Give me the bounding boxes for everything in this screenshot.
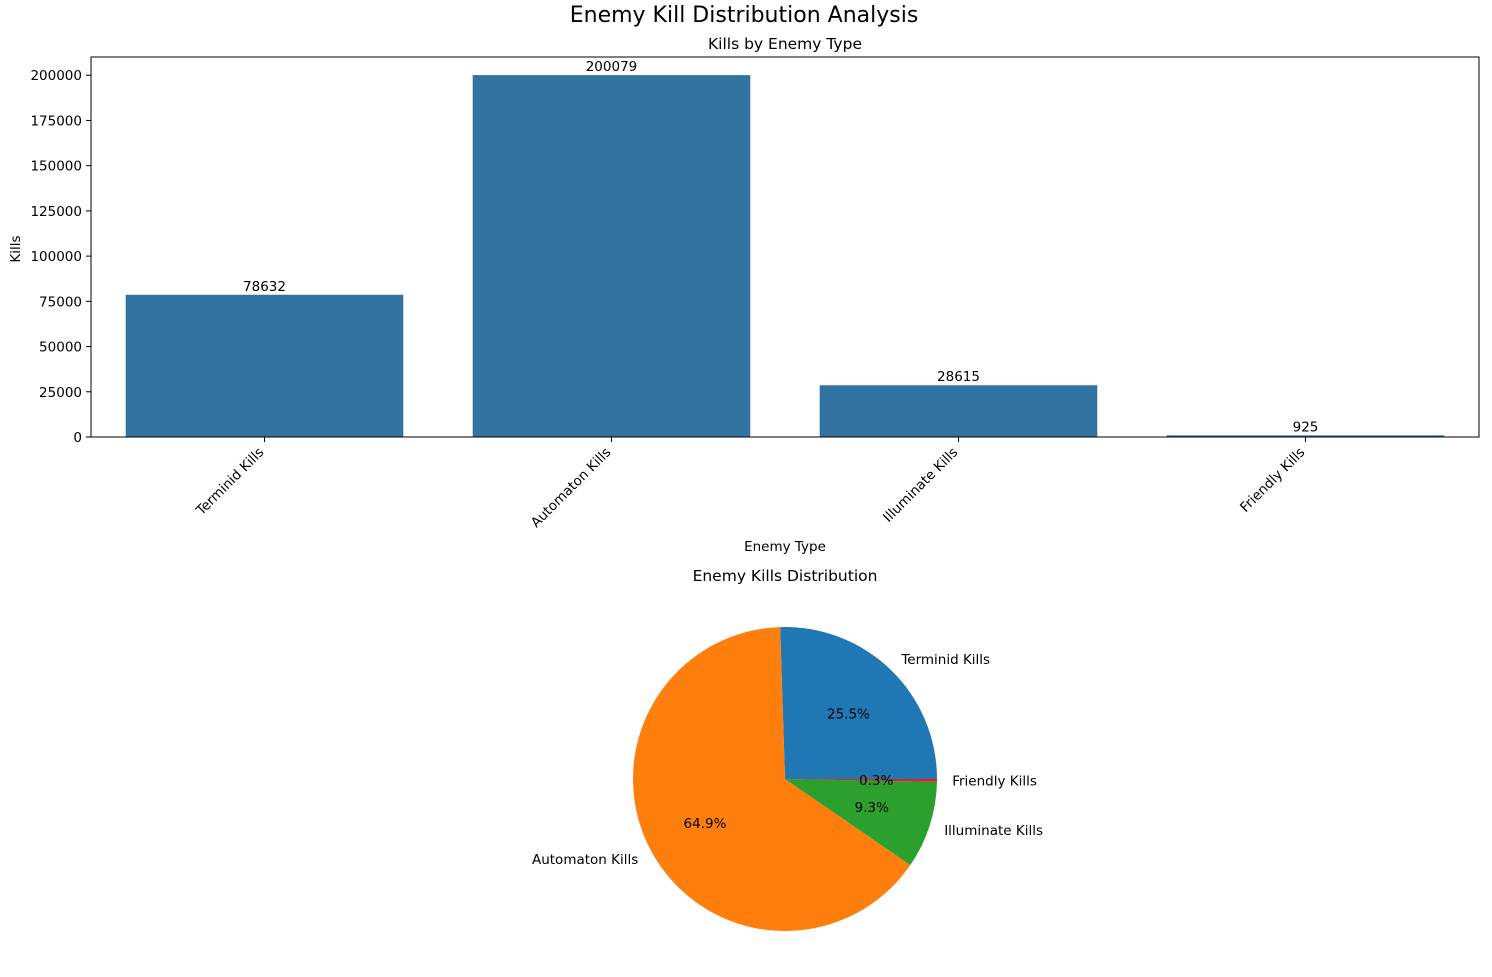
pie-slice (780, 627, 937, 779)
bar-value-label: 925 (1293, 419, 1319, 435)
bar-value-label: 200079 (586, 59, 638, 75)
y-tick-label: 100000 (30, 249, 82, 265)
pie-chart: Enemy Kills Distribution Terminid Kills 2… (532, 567, 1043, 932)
y-tick-label: 150000 (30, 159, 82, 175)
y-tick-label: 50000 (39, 340, 82, 356)
bars (125, 75, 1445, 437)
pie-slice-label: Terminid Kills (900, 652, 990, 668)
bar (1166, 435, 1445, 437)
bar (125, 294, 404, 437)
y-tick-label: 175000 (30, 113, 82, 129)
x-axis-label: Enemy Type (744, 539, 826, 555)
bar-value-labels: 78632 200079 28615 925 (243, 59, 1318, 435)
x-tick-label: Illuminate Kills (880, 445, 961, 526)
bar (472, 75, 751, 437)
pie-slice-label: Automaton Kills (532, 852, 638, 868)
figure-title: Enemy Kill Distribution Analysis (570, 3, 919, 28)
x-axis-ticks: Terminid Kills Automaton Kills Illuminate … (193, 437, 1308, 531)
pie-labels: Terminid Kills 25.5% Automaton Kills 64.9% I… (532, 652, 1043, 868)
pie-slice (785, 779, 937, 866)
x-tick-label: Terminid Kills (193, 445, 268, 520)
pie-slice-label: Friendly Kills (952, 774, 1037, 790)
bar-value-label: 78632 (243, 279, 286, 295)
y-tick-label: 75000 (39, 294, 82, 310)
pie-chart-title: Enemy Kills Distribution (693, 567, 878, 585)
pie-slice-label: Illuminate Kills (944, 823, 1043, 839)
y-tick-label: 125000 (30, 204, 82, 220)
bar-chart-title: Kills by Enemy Type (708, 35, 862, 53)
plot-frame (90, 56, 1480, 438)
pie-slice (785, 779, 937, 782)
pie-percent-label: 9.3% (855, 800, 889, 816)
bar-chart: Kills by Enemy Type 0 25000 50000 75000 1000… (8, 35, 1480, 555)
pie-wedges (633, 627, 937, 932)
y-axis-ticks: 0 25000 50000 75000 100000 125000 150000 175000… (30, 68, 91, 446)
y-tick-label: 0 (73, 430, 82, 446)
pie-percent-label: 64.9% (684, 816, 727, 832)
bar (819, 385, 1098, 437)
x-tick-label: Automaton Kills (528, 445, 614, 531)
x-tick-label: Friendly Kills (1237, 445, 1308, 516)
bar-value-label: 28615 (937, 369, 980, 385)
y-tick-label: 25000 (39, 385, 82, 401)
y-axis-label: Kills (8, 235, 24, 262)
y-tick-label: 200000 (30, 68, 82, 84)
pie-percent-label: 0.3% (859, 773, 893, 789)
pie-percent-label: 25.5% (827, 706, 870, 722)
pie-slice (633, 627, 911, 932)
